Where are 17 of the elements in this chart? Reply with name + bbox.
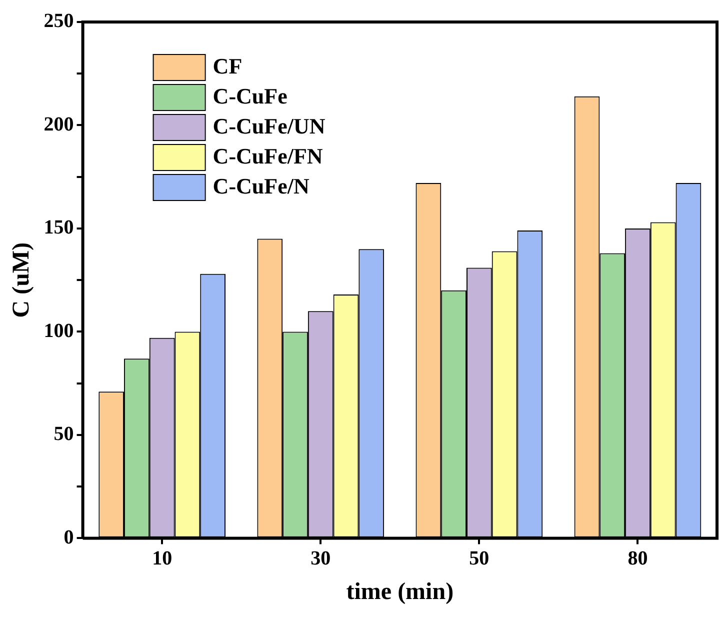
x-axis-title: time (min)	[346, 578, 454, 605]
y-tick-label: 150	[44, 216, 74, 239]
y-tick-label: 50	[54, 423, 74, 446]
legend-label: C-CuFe/FN	[212, 144, 323, 169]
x-tick-label: 80	[628, 547, 648, 570]
y-tick-label: 0	[64, 526, 74, 548]
y-axis-title: C (uM)	[8, 242, 35, 318]
y-tick-label: 100	[44, 320, 74, 342]
legend-label: C-CuFe	[212, 84, 288, 109]
y-tick-label: 200	[44, 113, 74, 136]
legend-label: CF	[212, 54, 242, 79]
x-tick-label: 10	[152, 547, 172, 570]
y-tick-label: 250	[44, 10, 74, 32]
x-tick-label: 50	[469, 547, 490, 570]
x-tick-label: 30	[310, 547, 331, 570]
legend-label: C-CuFe/UN	[212, 114, 326, 139]
legend-label: C-CuFe/N	[212, 174, 310, 199]
